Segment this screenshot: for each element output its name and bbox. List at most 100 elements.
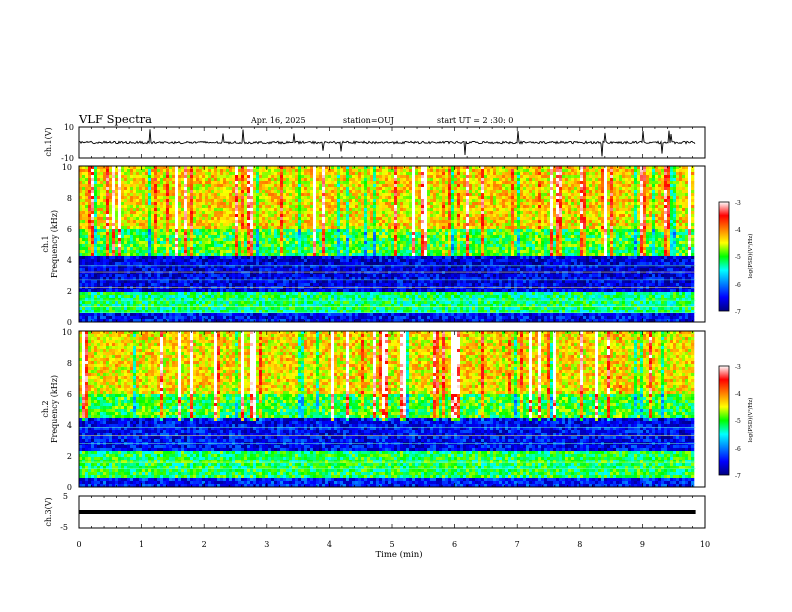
spectrogram-cell — [205, 229, 208, 232]
spectrogram-cell — [109, 316, 112, 319]
spectrogram-cell — [217, 208, 220, 211]
spectrogram-cell — [247, 217, 250, 220]
spectrogram-cell — [256, 211, 259, 214]
spectrogram-cell — [364, 298, 367, 301]
spectrogram-cell — [334, 280, 337, 283]
spectrogram-cell — [226, 211, 229, 214]
spectrogram-cell — [91, 172, 94, 175]
spectrogram-cell — [133, 304, 136, 307]
spectrogram-cell — [229, 175, 232, 178]
spectrogram-cell — [283, 205, 286, 208]
spectrogram-cell — [355, 265, 358, 268]
spectrogram-cell — [313, 307, 316, 310]
spectrogram-cell — [91, 226, 94, 229]
spectrogram-cell — [310, 196, 313, 199]
spectrogram-cell — [85, 184, 88, 187]
spectrogram-cell — [346, 172, 349, 175]
spectrogram-cell — [106, 241, 109, 244]
spectrogram-cell — [292, 229, 295, 232]
spectrogram-cell — [118, 283, 121, 286]
spectrogram-cell — [325, 226, 328, 229]
spectrogram-cell — [148, 271, 151, 274]
spectrogram-cell — [205, 172, 208, 175]
spectrogram-cell — [343, 208, 346, 211]
spectrogram-cell — [208, 169, 211, 172]
spectrogram-cell — [88, 190, 91, 193]
spectrogram-cell — [259, 205, 262, 208]
spectrogram-cell — [196, 265, 199, 268]
spectrogram-cell — [328, 247, 331, 250]
spectrogram-cell — [229, 295, 232, 298]
spectrogram-cell — [172, 178, 175, 181]
spectrogram-cell — [217, 271, 220, 274]
spectrogram-cell — [295, 250, 298, 253]
spectrogram-cell — [217, 262, 220, 265]
spectrogram-cell — [304, 247, 307, 250]
spectrogram-cell — [313, 172, 316, 175]
spectrogram-cell — [283, 169, 286, 172]
spectrogram-cell — [217, 229, 220, 232]
spectrogram-cell — [205, 226, 208, 229]
spectrogram-cell — [253, 217, 256, 220]
spectrogram-cell — [184, 262, 187, 265]
spectrogram-cell — [238, 289, 241, 292]
spectrogram-cell — [259, 238, 262, 241]
spectrogram-cell — [142, 238, 145, 241]
spectrogram-cell — [253, 196, 256, 199]
spectrogram-cell — [256, 298, 259, 301]
spectrogram-cell — [295, 169, 298, 172]
spectrogram-cell — [94, 208, 97, 211]
spectrogram-cell — [154, 280, 157, 283]
spectrogram-cell — [178, 274, 181, 277]
spectrogram-cell — [265, 178, 268, 181]
spectrogram-cell — [283, 235, 286, 238]
spectrogram-cell — [175, 214, 178, 217]
spectrogram-cell — [337, 226, 340, 229]
spectrogram-cell — [154, 253, 157, 256]
spectrogram-cell — [298, 295, 301, 298]
spectrogram-cell — [127, 181, 130, 184]
spectrogram-cell — [127, 199, 130, 202]
spectrogram-cell — [118, 208, 121, 211]
spectrogram-cell — [319, 250, 322, 253]
spectrogram-cell — [313, 184, 316, 187]
spectrogram-cell — [256, 232, 259, 235]
spectrogram-cell — [208, 226, 211, 229]
spectrogram-cell — [184, 235, 187, 238]
spectrogram-cell — [163, 280, 166, 283]
spectrogram-cell — [223, 241, 226, 244]
spectrogram-cell — [91, 289, 94, 292]
spectrogram-cell — [139, 187, 142, 190]
spectrogram-cell — [148, 301, 151, 304]
spectrogram-cell — [205, 244, 208, 247]
spectrogram-cell — [199, 265, 202, 268]
spectrogram-cell — [118, 217, 121, 220]
spectrogram-cell — [307, 316, 310, 319]
spectrogram-cell — [343, 196, 346, 199]
spectrogram-cell — [238, 214, 241, 217]
spectrogram-cell — [160, 172, 163, 175]
spectrogram-cell — [190, 301, 193, 304]
spectrogram-cell — [163, 169, 166, 172]
spectrogram-cell — [202, 211, 205, 214]
spectrogram-cell — [199, 172, 202, 175]
spectrogram-cell — [139, 268, 142, 271]
spectrogram-cell — [250, 190, 253, 193]
spectrogram-cell — [151, 208, 154, 211]
spectrogram-cell — [157, 181, 160, 184]
spectrogram-cell — [283, 217, 286, 220]
spectrogram-cell — [325, 190, 328, 193]
spectrogram-cell — [163, 217, 166, 220]
spectrogram-cell — [118, 196, 121, 199]
spectrogram-cell — [136, 238, 139, 241]
spectrogram-cell — [265, 313, 268, 316]
spectrogram-cell — [82, 232, 85, 235]
spectrogram-cell — [100, 274, 103, 277]
spectrogram-cell — [145, 208, 148, 211]
spectrogram-cell — [142, 181, 145, 184]
spectrogram-cell — [325, 271, 328, 274]
spectrogram-cell — [190, 268, 193, 271]
spectrogram-cell — [184, 298, 187, 301]
spectrogram-cell — [136, 298, 139, 301]
spectrogram-cell — [106, 244, 109, 247]
